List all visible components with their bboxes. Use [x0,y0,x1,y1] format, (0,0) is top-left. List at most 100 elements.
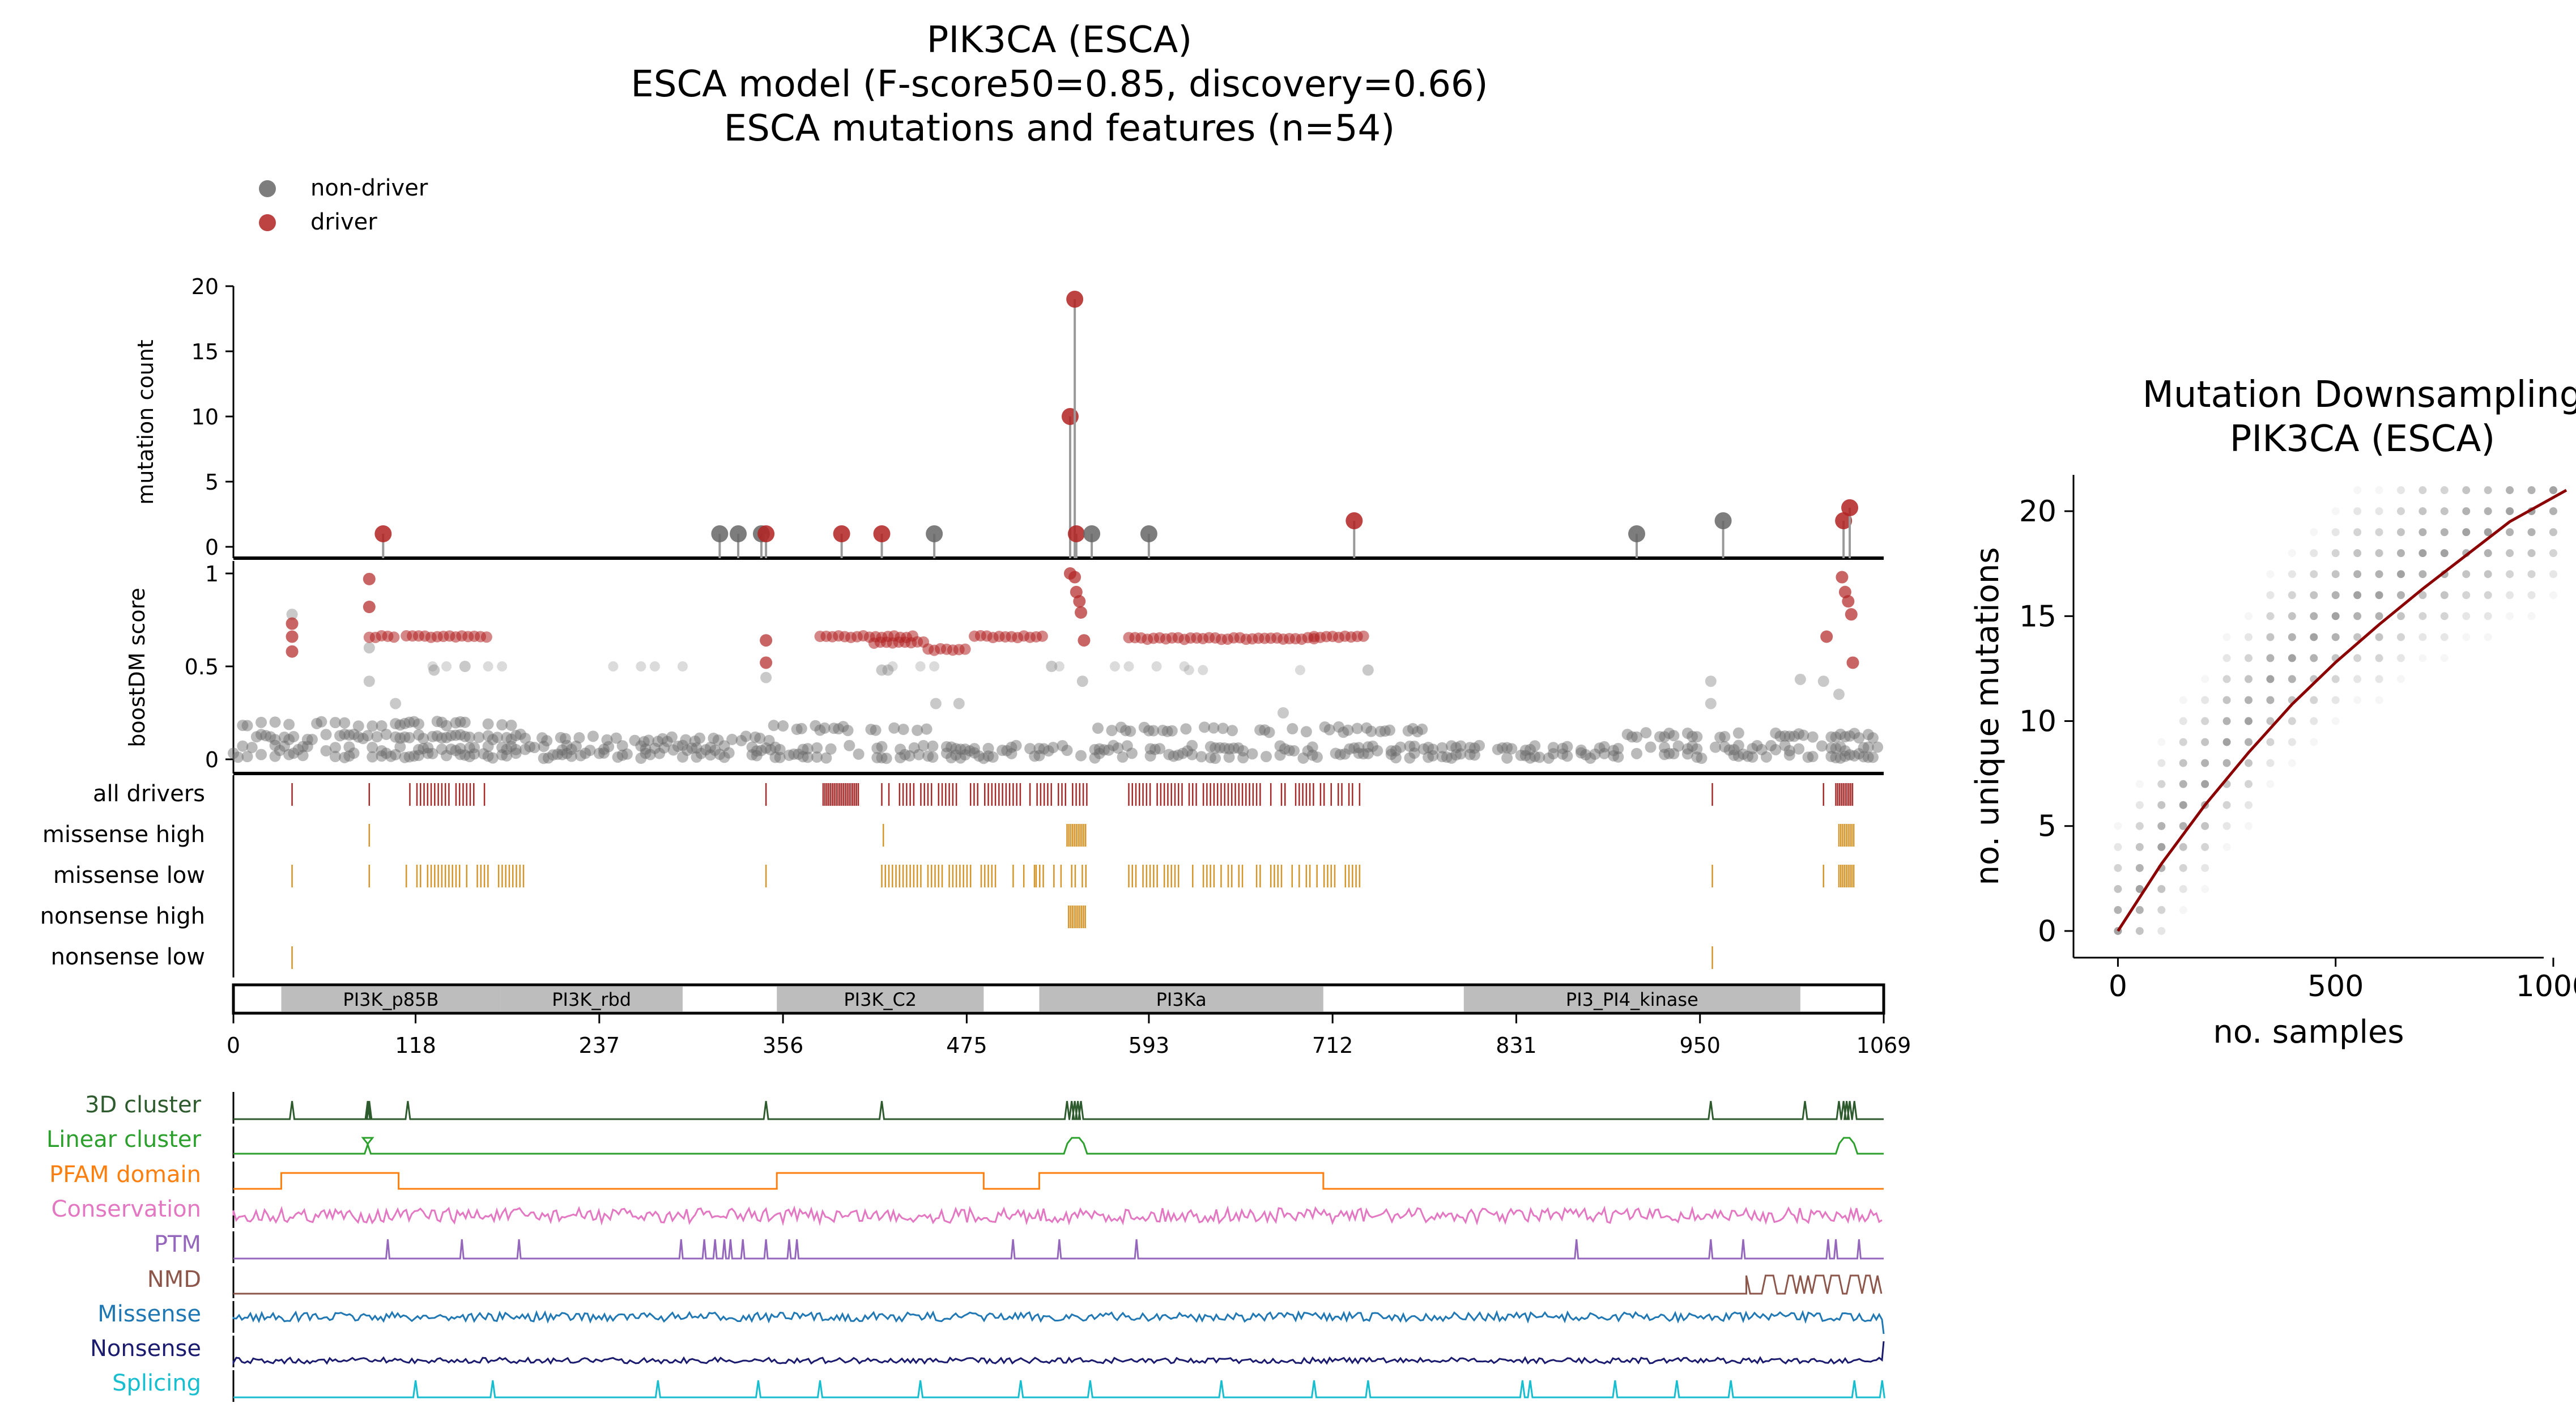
score-bg-dot-6 [1654,731,1666,743]
ds-dot [2527,549,2536,558]
score-bg-dot-1 [709,744,721,756]
score-bg-dot-6 [1687,730,1698,742]
score-bg-dot-1 [1237,745,1249,757]
score-bg-dot-0 [1195,751,1207,763]
score-bg-dot-1 [672,740,684,752]
score-bg-dot-0 [940,747,952,759]
ds-dot [2506,549,2514,558]
score-bg-dot-1 [964,745,976,757]
downsampling-ylabel: no. unique mutations [1969,547,2006,886]
score-bg-dot-0 [561,747,573,759]
score-bg-dot-1 [955,743,966,755]
score-bg-dot-1 [1144,743,1156,755]
ds-dot [2484,507,2492,516]
score-bg-dot-5 [1208,722,1220,734]
ds-dot [2331,570,2340,579]
ds-dot [2484,612,2492,620]
score-grey-point-16 [1705,698,1717,709]
score-bg-dot-0 [348,747,360,759]
score-bg-dot-1 [1830,742,1842,754]
score-bg-dot-5 [1287,723,1298,735]
score-bg-dot-1 [940,741,952,753]
ds-dot [2222,717,2231,725]
score-grey-point-10 [953,698,965,709]
ds-dot [2179,801,2187,809]
score-driver-seg-dot-7 [1357,630,1369,642]
score-bg-dot-0 [593,747,605,759]
score-bg-dot-6 [1862,729,1874,741]
score-grey-seg-dot-0 [677,661,688,671]
score-bg-dot-4 [819,722,831,734]
score-bg-dot-5 [1166,725,1178,737]
score-bg-dot-0 [880,753,892,764]
score-grey-point-9 [930,698,942,709]
score-bg-dot-5 [1365,725,1377,737]
score-bg-dot-0 [1747,751,1759,763]
score-bg-dot-4 [833,723,845,735]
score-bg-dot-4 [870,724,882,736]
score-bg-dot-5 [1351,722,1363,734]
ds-dot [2201,780,2209,788]
needle-ylabel: mutation count [133,339,158,504]
score-bg-dot-3 [408,716,420,728]
score-bg-dot-1 [422,742,434,754]
score-bg-dot-0 [241,751,253,763]
ds-dot [2310,717,2318,725]
domain-label-1: PI3K_rbd [552,989,631,1010]
ds-dot [2375,528,2383,537]
score-bg-dot-2 [445,730,457,742]
score-bg-dot-1 [1858,742,1870,754]
protein-tick-label-5: 593 [1129,1033,1170,1058]
score-bg-dot-2 [436,732,448,744]
feature-line-8 [233,1380,1885,1399]
score-bg-dot-3 [390,718,402,730]
score-bg-dot-1 [1862,741,1874,753]
score-bg-dot-0 [297,750,309,762]
score-bg-dot-1 [1723,744,1735,756]
score-bg-dot-0 [1186,749,1198,760]
score-bg-dot-1 [1751,739,1763,751]
ds-dot [2506,570,2514,579]
score-bg-dot-0 [746,749,758,761]
score-bg-dot-6 [1681,727,1693,739]
ds-dot [2266,633,2275,641]
ds-dot [2288,549,2296,558]
score-bg-dot-0 [1612,751,1624,763]
score-bg-dot-1 [686,742,698,754]
score-bg-dot-1 [1103,744,1115,756]
ds-dot [2353,486,2362,495]
ds-dot [2244,696,2253,704]
score-bg-dot-0 [1663,747,1675,759]
score-bg-dot-0 [769,751,781,763]
score-driver-point-18 [1820,630,1833,643]
score-bg-dot-1 [1728,744,1740,756]
ds-dot [2135,885,2144,893]
score-bg-dot-3 [436,716,448,728]
track-label-4: nonsense low [51,944,205,970]
score-bg-dot-1 [797,743,809,755]
score-bg-dot-0 [1529,750,1541,762]
score-bg-dot-5 [1180,723,1192,735]
score-bg-dot-1 [1404,740,1416,752]
score-bg-dot-0 [1464,749,1476,760]
score-bg-dot-0 [1237,752,1249,764]
score-bg-dot-0 [955,752,966,764]
score-bg-dot-1 [1519,745,1531,756]
score-bg-dot-3 [269,716,281,728]
ds-dot [2440,591,2449,600]
score-bg-dot-1 [1436,742,1448,754]
score-bg-dot-0 [913,749,925,760]
score-bg-dot-1 [844,739,855,751]
score-bg-dot-2 [501,732,513,743]
ds-dot [2244,675,2253,683]
ds-dot [2179,843,2187,851]
ds-dot [2135,864,2144,872]
score-bg-dot-3 [441,720,453,732]
score-bg-dot-0 [510,747,522,759]
score-ytick-label-0: 0 [205,747,219,772]
ds-dot [2244,759,2253,767]
ds-dot [2484,549,2492,558]
score-bg-dot-0 [811,751,823,763]
needle-head-11 [1083,525,1101,542]
ds-dot [2331,696,2340,704]
